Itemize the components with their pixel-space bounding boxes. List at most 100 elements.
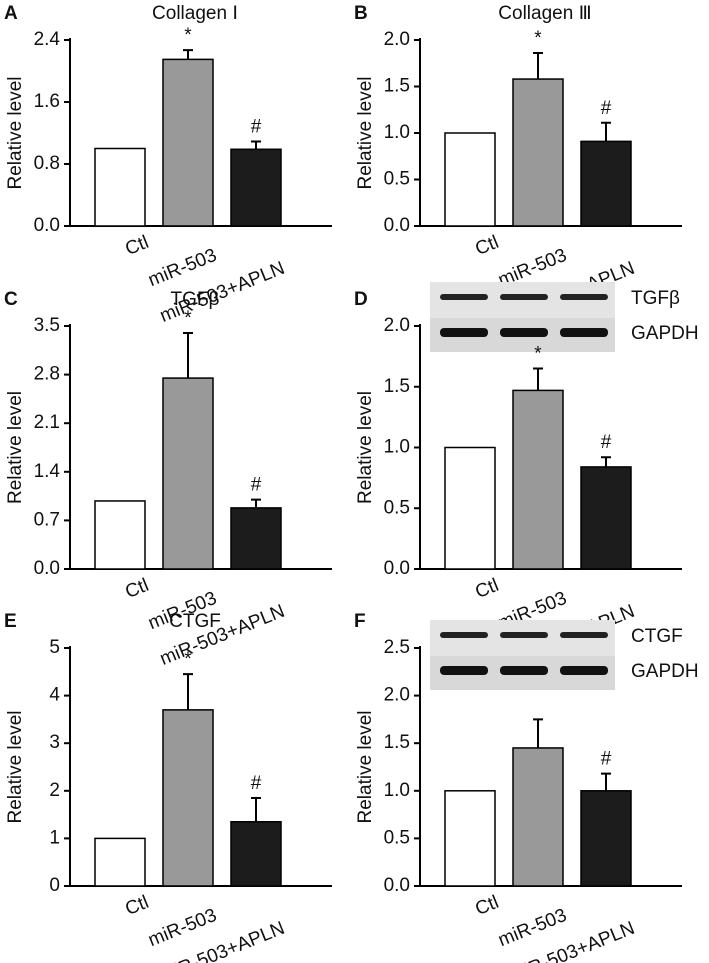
bar xyxy=(94,500,146,570)
y-tick-label: 5 xyxy=(49,637,60,658)
significance-marker: * xyxy=(534,344,542,365)
bar xyxy=(230,507,282,570)
bar xyxy=(444,790,496,887)
error-bar xyxy=(183,673,193,710)
blot-band xyxy=(560,328,608,337)
y-tick-label: 1.0 xyxy=(384,122,410,143)
y-tick-label: 2.4 xyxy=(34,29,61,50)
x-tick-label: Ctl xyxy=(122,575,151,603)
y-tick-label: 2.8 xyxy=(34,364,60,385)
significance-marker: * xyxy=(184,25,192,46)
x-tick-label: miR-503 xyxy=(495,905,569,951)
y-tick-label: 0.5 xyxy=(384,497,410,518)
bar xyxy=(580,466,632,570)
y-tick-label: 1.0 xyxy=(384,437,410,458)
bar xyxy=(512,78,564,227)
blot-band xyxy=(500,632,548,638)
bar xyxy=(230,148,282,227)
panel-title: CTGF xyxy=(169,611,221,632)
error-bar xyxy=(251,498,261,508)
y-tick-label: 2.1 xyxy=(34,412,60,433)
y-tick-label: 2.0 xyxy=(384,29,410,50)
bar xyxy=(162,377,214,570)
y-tick-label: 0.0 xyxy=(384,875,410,896)
error-bar xyxy=(251,140,261,150)
significance-marker: # xyxy=(601,749,612,770)
blot-label: CTGF xyxy=(631,626,683,647)
blot-band xyxy=(560,632,608,638)
x-tick-label: miR-503 xyxy=(145,905,219,951)
y-axis-label: Relative level xyxy=(5,77,26,190)
y-tick-label: 0 xyxy=(49,875,60,896)
panel-label: A xyxy=(4,3,18,24)
y-tick-label: 2.0 xyxy=(384,685,410,706)
error-bar xyxy=(601,121,611,142)
significance-marker: # xyxy=(601,432,612,453)
bar xyxy=(512,389,564,570)
y-tick-label: 4 xyxy=(49,685,60,706)
error-bar xyxy=(601,456,611,467)
bar xyxy=(94,837,146,887)
y-axis-label: Relative level xyxy=(5,391,26,504)
y-tick-label: 1.0 xyxy=(384,780,410,801)
error-bar xyxy=(251,796,261,822)
blot-band xyxy=(440,632,488,638)
y-tick-label: 0.8 xyxy=(34,153,60,174)
significance-marker: # xyxy=(251,773,262,794)
blot-label: TGFβ xyxy=(631,288,680,309)
y-tick-label: 0.0 xyxy=(384,215,410,236)
bar xyxy=(162,58,214,227)
y-tick-label: 0.0 xyxy=(384,558,410,579)
panel-title: TGFβ xyxy=(171,289,220,310)
blot-band xyxy=(440,666,488,675)
panel-label: E xyxy=(4,611,17,632)
y-tick-label: 1.6 xyxy=(34,91,60,112)
blot-label: GAPDH xyxy=(631,323,699,344)
significance-marker: * xyxy=(534,28,542,49)
y-axis-label: Relative level xyxy=(355,77,376,190)
panel-title: Collagen Ⅰ xyxy=(152,3,238,24)
blot-label: GAPDH xyxy=(631,661,699,682)
y-tick-label: 1.4 xyxy=(34,461,61,482)
x-tick-label: Ctl xyxy=(122,892,151,920)
bar xyxy=(444,446,496,570)
panel-label: C xyxy=(4,289,18,310)
error-bar xyxy=(533,52,543,80)
panel-label: F xyxy=(354,611,366,632)
y-tick-label: 1.5 xyxy=(384,732,410,753)
bar xyxy=(230,820,282,887)
significance-marker: # xyxy=(251,117,262,138)
bar xyxy=(94,147,146,227)
significance-marker: * xyxy=(184,649,192,670)
y-tick-label: 1.5 xyxy=(384,76,410,97)
y-axis-label: Relative level xyxy=(355,711,376,824)
blot-band xyxy=(500,294,548,300)
y-tick-label: 0.0 xyxy=(34,558,60,579)
y-axis-label: Relative level xyxy=(355,391,376,504)
error-bar xyxy=(183,49,193,60)
bar xyxy=(162,709,214,887)
significance-marker: * xyxy=(184,308,192,329)
blot-band xyxy=(440,294,488,300)
y-tick-label: 0.5 xyxy=(384,169,410,190)
panel-title: Collagen Ⅲ xyxy=(498,3,591,24)
x-tick-label: miR-503 xyxy=(145,245,219,291)
panel-label: D xyxy=(354,289,368,310)
blot-band xyxy=(500,666,548,675)
y-tick-label: 0.7 xyxy=(34,509,60,530)
y-tick-label: 1 xyxy=(49,827,60,848)
y-tick-label: 3.5 xyxy=(34,315,60,336)
blot-band xyxy=(560,294,608,300)
panel-label: B xyxy=(354,3,368,24)
y-tick-label: 2 xyxy=(49,780,60,801)
y-axis-label: Relative level xyxy=(5,711,26,824)
blot-band xyxy=(500,328,548,337)
y-tick-label: 2.0 xyxy=(384,315,410,336)
significance-marker: # xyxy=(251,475,262,496)
bar xyxy=(512,747,564,887)
blot-band xyxy=(440,328,488,337)
x-tick-label: Ctl xyxy=(472,232,501,260)
y-tick-label: 0.0 xyxy=(34,215,60,236)
error-bar xyxy=(533,367,543,391)
